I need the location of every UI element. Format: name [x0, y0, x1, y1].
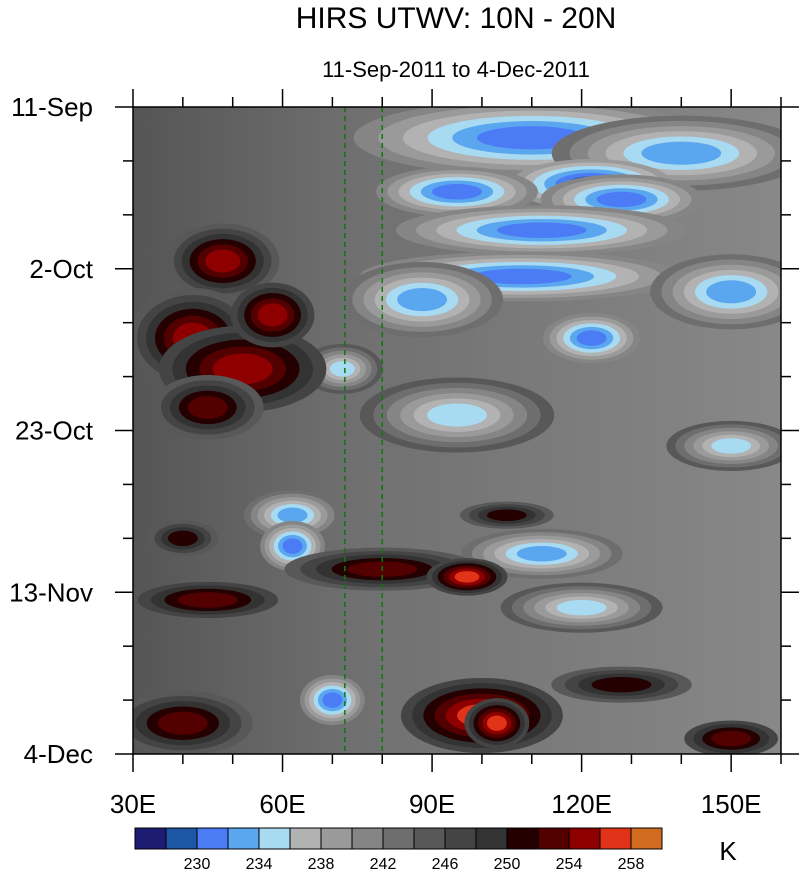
y-tick-label: 2-Oct [29, 254, 93, 284]
colorbar: 230 234 238 242 246 250 254 258 [134, 827, 663, 869]
y-tick-label: 23-Oct [15, 416, 94, 446]
contour-level [471, 268, 572, 285]
contour-level [432, 184, 482, 200]
colorbar-swatch [320, 827, 353, 850]
contour-level [496, 222, 587, 238]
colorbar-swatch [382, 827, 415, 850]
chart-title: HIRS UTWV: 10N - 20N [296, 2, 617, 35]
colorbar-swatch [165, 827, 198, 850]
colorbar-label: 246 [432, 856, 459, 869]
colorbar-label: 242 [370, 856, 397, 869]
colorbar-swatch [227, 827, 260, 850]
contour-level [322, 692, 343, 708]
colorbar-swatch [289, 827, 322, 850]
contour-level [486, 715, 507, 731]
contour-level [205, 249, 241, 273]
contour-level [576, 330, 607, 346]
x-tick-label: 90E [409, 789, 455, 819]
contour-level [711, 438, 752, 454]
colorbar-swatch [351, 827, 384, 850]
x-tick-label: 120E [551, 789, 612, 819]
x-axis: 30E 60E 90E 120E 150E [110, 89, 782, 819]
y-tick-label: 13-Nov [9, 577, 93, 607]
x-tick-label: 30E [110, 789, 156, 819]
contour-level [212, 353, 273, 385]
colorbar-swatch [630, 827, 663, 850]
x-tick-label: 60E [259, 789, 305, 819]
x-tick-label: 150E [701, 789, 762, 819]
y-axis: 11-Sep 2-Oct 23-Oct 13-Nov 4-Dec [9, 92, 799, 769]
contour-level [187, 395, 228, 419]
contour-level [177, 592, 238, 608]
colorbar-swatch [537, 827, 570, 850]
contour-level [427, 403, 487, 427]
contour-fields [133, 107, 781, 754]
colorbar-unit: K [719, 836, 737, 866]
colorbar-swatch [444, 827, 477, 850]
contour-level [706, 280, 757, 304]
y-tick-label: 11-Sep [11, 92, 93, 122]
contour-level [329, 361, 355, 377]
colorbar-swatch [506, 827, 539, 850]
y-tick-label: 4-Dec [24, 739, 93, 769]
contour-level [641, 141, 722, 165]
contour-level [486, 509, 527, 522]
contour-level [282, 538, 303, 554]
colorbar-swatch [599, 827, 632, 850]
colorbar-swatch [134, 827, 167, 850]
colorbar-swatch [568, 827, 601, 850]
contour-level [157, 711, 208, 735]
contour-level [516, 546, 567, 562]
colorbar-label: 230 [184, 856, 211, 869]
colorbar-label: 234 [246, 856, 273, 869]
colorbar-swatch [475, 827, 508, 850]
contour-level [596, 191, 647, 208]
colorbar-swatch [413, 827, 446, 850]
colorbar-swatch [258, 827, 291, 850]
contour-level [591, 676, 652, 693]
contour-level [556, 599, 607, 616]
colorbar-label: 250 [494, 856, 521, 869]
plot-area [133, 107, 781, 754]
contour-level [397, 288, 448, 312]
colorbar-label: 254 [556, 856, 583, 869]
colorbar-label: 258 [618, 856, 645, 869]
contour-level [277, 507, 308, 523]
contour-level [257, 303, 288, 327]
contour-level [711, 730, 752, 747]
colorbar-label: 238 [308, 856, 335, 869]
contour-level [167, 530, 198, 547]
colorbar-swatch [196, 827, 229, 850]
contour-level [454, 571, 480, 583]
chart-subtitle: 11-Sep-2011 to 4-Dec-2011 [322, 57, 590, 82]
